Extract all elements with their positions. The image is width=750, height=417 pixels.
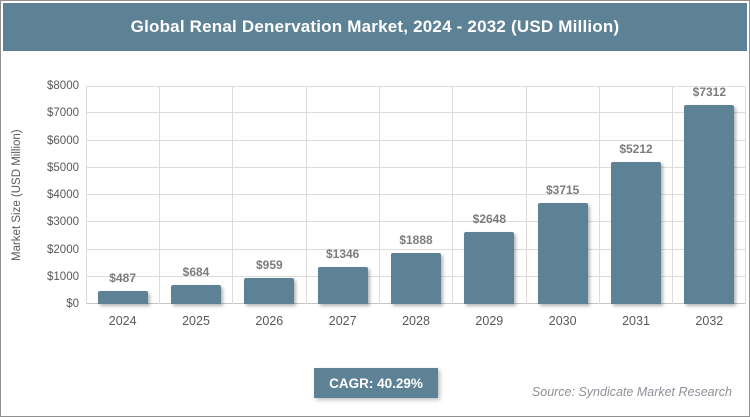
bar xyxy=(317,267,368,304)
gridline-horizontal xyxy=(86,86,746,87)
x-tick-label: 2031 xyxy=(622,314,650,328)
y-tick-label: $0 xyxy=(66,298,79,310)
bar xyxy=(537,202,588,304)
y-tick-label: $3000 xyxy=(47,216,79,229)
y-tick-label: $5000 xyxy=(47,161,79,174)
y-tick-label: $6000 xyxy=(47,134,79,147)
source-note: Source: Syndicate Market Research xyxy=(531,385,732,399)
y-tick-label: $4000 xyxy=(47,189,79,201)
y-tick-label: $7000 xyxy=(47,107,79,120)
x-tick-label: 2025 xyxy=(182,314,210,328)
x-tick-label: 2024 xyxy=(108,314,137,328)
bar-value-label: $1888 xyxy=(399,232,433,247)
plot-area: $487 $684 $959 $1346 $1888 $2648 $3715 $5212 $73… xyxy=(86,84,746,304)
bar xyxy=(244,277,295,304)
gridline-vertical xyxy=(598,86,600,304)
gridline-vertical xyxy=(232,86,234,304)
gridline-vertical xyxy=(86,86,87,304)
bar-value-label: $3715 xyxy=(545,182,580,197)
gridline-horizontal xyxy=(86,166,746,168)
bar xyxy=(684,104,735,304)
gridline-horizontal xyxy=(86,112,746,114)
y-tick-label: $8000 xyxy=(47,80,79,92)
bar xyxy=(97,290,148,304)
gridline-vertical xyxy=(525,86,527,304)
gridline-vertical xyxy=(305,86,307,304)
x-tick-label: 2026 xyxy=(255,314,284,328)
chart-title: Global Renal Denervation Market, 2024 - … xyxy=(130,17,620,36)
gridline-vertical xyxy=(672,86,674,304)
y-tick-label: $1000 xyxy=(47,270,79,283)
gridline-horizontal xyxy=(86,139,746,141)
bar-value-label: $5212 xyxy=(619,141,653,156)
gridline-horizontal xyxy=(86,248,746,250)
x-tick-label: 2032 xyxy=(695,314,724,328)
gridline-vertical xyxy=(158,86,160,304)
bar xyxy=(611,161,661,304)
x-tick-label: 2028 xyxy=(402,314,430,328)
gridline-vertical xyxy=(745,86,746,304)
gridline-vertical xyxy=(452,86,454,304)
bar-value-label: $684 xyxy=(182,265,210,280)
y-tick-label: $2000 xyxy=(47,243,79,256)
chart-title-bar: Global Renal Denervation Market, 2024 - … xyxy=(3,3,747,51)
bar xyxy=(171,285,221,304)
bar-value-label: $487 xyxy=(109,270,136,285)
bar xyxy=(391,252,441,304)
gridline-horizontal xyxy=(86,194,746,195)
gridline-horizontal xyxy=(86,221,746,223)
bar-value-label: $2648 xyxy=(472,211,507,226)
x-tick-label: 2029 xyxy=(475,314,504,328)
bar-value-label: $959 xyxy=(255,257,283,272)
gridline-vertical xyxy=(378,86,380,304)
x-tick-label: 2027 xyxy=(328,314,357,328)
bar-value-label: $1346 xyxy=(325,247,360,262)
bar xyxy=(464,231,515,304)
bar-value-label: $7312 xyxy=(692,84,727,99)
x-tick-label: 2030 xyxy=(548,314,577,328)
cagr-badge: CAGR: 40.29% xyxy=(314,368,438,398)
